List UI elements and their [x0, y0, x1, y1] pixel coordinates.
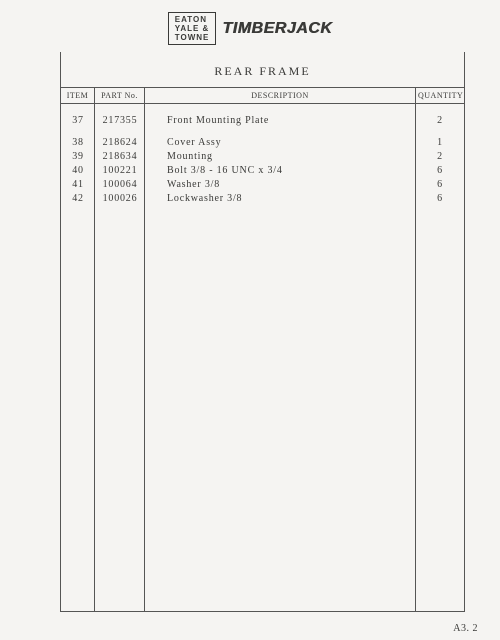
cell-description: Front Mounting Plate: [145, 114, 416, 128]
table-row: 38218624Cover Assy1: [61, 136, 464, 150]
logo-line1: EATON: [175, 15, 210, 24]
cell-description: Mounting: [145, 150, 416, 164]
logo-line2: YALE &: [175, 24, 210, 33]
cell-item: 42: [61, 192, 95, 206]
header-part: PART No.: [95, 88, 145, 103]
table-row: 42100026Lockwasher 3/86: [61, 192, 464, 206]
cell-item: 37: [61, 114, 95, 128]
cell-item: 39: [61, 150, 95, 164]
cell-item: 40: [61, 164, 95, 178]
table-rows: 37217355Front Mounting Plate238218624Cov…: [61, 114, 464, 206]
cell-item: 38: [61, 136, 95, 150]
table-row: 37217355Front Mounting Plate2: [61, 114, 464, 128]
cell-description: Lockwasher 3/8: [145, 192, 416, 206]
cell-part: 100221: [95, 164, 145, 178]
header-quantity: QUANTITY: [416, 88, 464, 103]
header-description: DESCRIPTION: [145, 88, 416, 103]
cell-quantity: 6: [416, 178, 464, 192]
header-logo-row: EATON YALE & TOWNE TIMBERJACK: [0, 0, 500, 45]
cell-part: 217355: [95, 114, 145, 128]
cell-description: Washer 3/8: [145, 178, 416, 192]
parts-table-sheet: REAR FRAME ITEM PART No. DESCRIPTION QUA…: [60, 52, 465, 612]
table-row: 40100221Bolt 3/8 - 16 UNC x 3/46: [61, 164, 464, 178]
cell-part: 100064: [95, 178, 145, 192]
table-row: 39218634Mounting2: [61, 150, 464, 164]
table-header-row: ITEM PART No. DESCRIPTION QUANTITY: [61, 87, 464, 104]
cell-quantity: 6: [416, 192, 464, 206]
cell-quantity: 1: [416, 136, 464, 150]
page-number: A3. 2: [453, 623, 478, 634]
table-body: 37217355Front Mounting Plate238218624Cov…: [61, 104, 464, 611]
cell-part: 100026: [95, 192, 145, 206]
cell-quantity: 2: [416, 114, 464, 128]
cell-description: Cover Assy: [145, 136, 416, 150]
section-title: REAR FRAME: [61, 52, 464, 87]
cell-item: 41: [61, 178, 95, 192]
cell-description: Bolt 3/8 - 16 UNC x 3/4: [145, 164, 416, 178]
logo-line3: TOWNE: [175, 33, 210, 42]
cell-quantity: 2: [416, 150, 464, 164]
company-logo-box: EATON YALE & TOWNE: [168, 12, 217, 45]
cell-part: 218634: [95, 150, 145, 164]
cell-part: 218624: [95, 136, 145, 150]
brand-name: TIMBERJACK: [222, 20, 332, 38]
header-item: ITEM: [61, 88, 95, 103]
table-row: 41100064Washer 3/86: [61, 178, 464, 192]
cell-quantity: 6: [416, 164, 464, 178]
